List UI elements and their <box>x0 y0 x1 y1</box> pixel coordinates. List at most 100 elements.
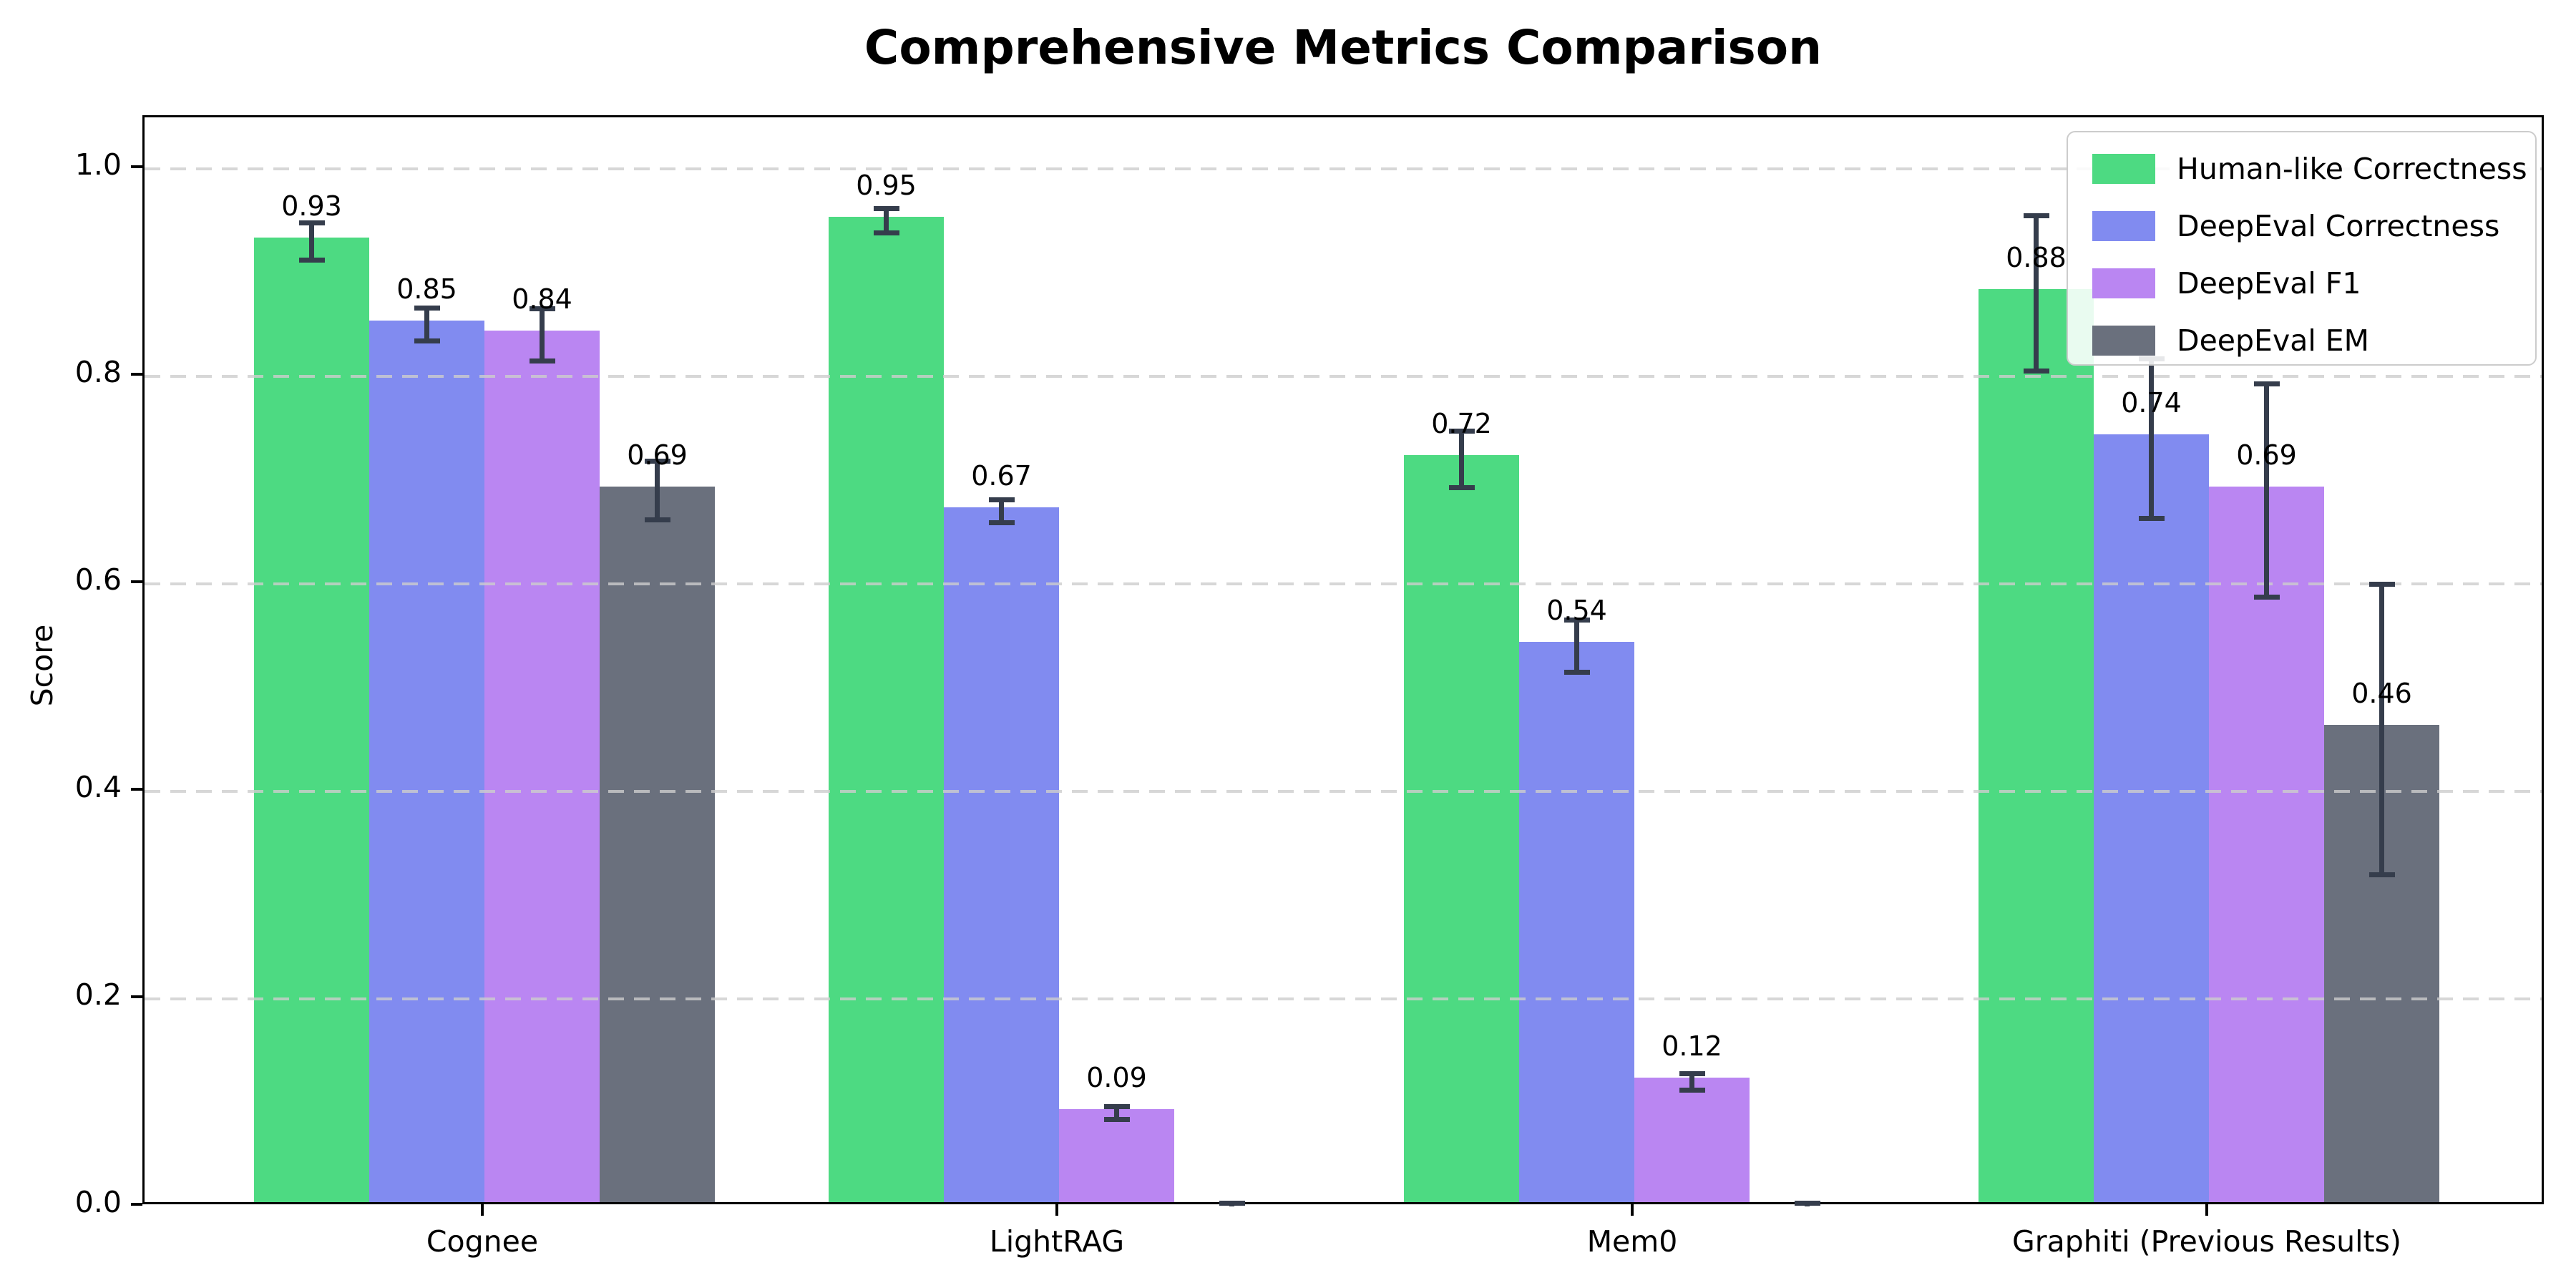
legend-swatch <box>2092 268 2155 298</box>
y-tick-label: 0.0 <box>74 1185 122 1219</box>
error-bar-cap-bottom <box>1103 1116 1130 1122</box>
x-tick-label: Cognee <box>426 1224 539 1259</box>
legend-item: DeepEval F1 <box>2068 256 2535 313</box>
error-bar-cap-bottom <box>1679 1088 1705 1093</box>
y-axis-tick <box>131 165 142 168</box>
error-bar-cap-bottom <box>2253 595 2280 600</box>
y-tick-label: 0.6 <box>74 562 122 597</box>
error-bar-cap-bottom <box>873 230 899 236</box>
error-bar-cap-top <box>1794 1201 1820 1206</box>
error-bar-cap-bottom <box>1448 484 1475 490</box>
error-bar <box>1689 1073 1694 1091</box>
bar-value-label: 0.09 <box>1086 1061 1147 1093</box>
legend-item: DeepEval Correctness <box>2068 199 2535 256</box>
chart-title: Comprehensive Metrics Comparison <box>864 20 1823 75</box>
error-bar <box>309 223 314 260</box>
x-axis-tick <box>1631 1204 1634 1216</box>
y-tick-label: 0.2 <box>74 977 122 1012</box>
y-axis-tick <box>131 995 142 998</box>
bar-value-label: 0.69 <box>2236 439 2297 471</box>
bar <box>2209 486 2324 1202</box>
y-tick-label: 0.4 <box>74 770 122 804</box>
error-bar-cap-top <box>1103 1104 1130 1110</box>
bar <box>944 507 1059 1202</box>
bar <box>1404 455 1519 1202</box>
error-bar-cap-top <box>1219 1201 1245 1206</box>
y-axis-tick <box>131 373 142 376</box>
error-bar-cap-top <box>414 305 440 311</box>
legend-swatch <box>2092 326 2155 356</box>
bar-value-label: 0.88 <box>2006 242 2067 273</box>
y-tick-label: 1.0 <box>74 147 122 182</box>
legend-label: DeepEval Correctness <box>2177 209 2500 243</box>
error-bar-cap-top <box>988 497 1015 503</box>
error-bar-cap-top <box>1448 429 1475 434</box>
y-axis-tick <box>131 580 142 583</box>
legend-swatch <box>2092 154 2155 184</box>
error-bar-cap-bottom <box>2138 516 2165 522</box>
x-tick-label: LightRAG <box>989 1224 1125 1259</box>
error-bar-cap-top <box>2253 381 2280 386</box>
y-gridline <box>145 790 2542 793</box>
error-bar-cap-top <box>529 306 555 312</box>
error-bar-cap-top <box>2023 213 2049 218</box>
bar <box>254 237 369 1202</box>
error-bar-cap-top <box>873 205 899 211</box>
y-gridline <box>145 167 2542 170</box>
y-axis-label: Score <box>25 624 59 707</box>
legend-swatch <box>2092 211 2155 241</box>
bar <box>829 216 944 1202</box>
bar-value-label: 0.67 <box>971 459 1032 492</box>
error-bar-cap-bottom <box>414 338 440 344</box>
bar <box>1519 642 1634 1202</box>
error-bar <box>540 308 545 361</box>
error-bar-cap-bottom <box>2023 369 2049 374</box>
error-bar-cap-bottom <box>988 519 1015 525</box>
legend-item: DeepEval EM <box>2068 313 2535 371</box>
bar-value-label: 0.69 <box>627 439 688 471</box>
legend: Human-like Correctness DeepEval Correctne… <box>2067 131 2537 366</box>
bar <box>2094 434 2209 1202</box>
x-axis-tick <box>1055 1204 1058 1216</box>
bar-value-label: 0.46 <box>2351 678 2412 709</box>
error-bar-cap-top <box>1563 618 1590 623</box>
bar <box>1979 289 2094 1202</box>
bar-value-label: 0.54 <box>1546 595 1607 626</box>
y-axis-tick <box>131 788 142 791</box>
error-bar-cap-bottom <box>529 358 555 364</box>
error-bar-cap-top <box>644 459 670 464</box>
error-bar-cap-bottom <box>1563 669 1590 675</box>
error-bar-cap-bottom <box>2368 872 2395 877</box>
bar-value-label: 0.74 <box>2121 387 2182 419</box>
bar <box>1634 1078 1750 1202</box>
bar <box>484 331 600 1202</box>
y-axis-tick <box>131 1203 142 1206</box>
legend-item: Human-like Correctness <box>2068 142 2535 199</box>
error-bar-cap-bottom <box>644 517 670 522</box>
error-bar <box>655 461 660 520</box>
error-bar <box>999 499 1004 523</box>
y-gridline <box>145 375 2542 378</box>
bar-value-label: 0.84 <box>512 283 572 315</box>
x-tick-label: Mem0 <box>1586 1224 1678 1259</box>
error-bar <box>1459 431 1464 488</box>
bar <box>600 486 715 1202</box>
bar-value-label: 0.95 <box>856 169 917 201</box>
error-bar-cap-top <box>2368 581 2395 587</box>
error-bar <box>884 208 889 233</box>
x-axis-tick <box>481 1204 484 1216</box>
x-axis-tick <box>2205 1204 2208 1216</box>
bar <box>1059 1108 1174 1202</box>
bar <box>369 320 484 1202</box>
error-bar <box>1114 1106 1119 1120</box>
bar-value-label: 0.12 <box>1662 1030 1722 1062</box>
error-bar <box>2149 358 2154 519</box>
bar-value-label: 0.72 <box>1431 408 1492 439</box>
y-gridline <box>145 997 2542 1000</box>
y-tick-label: 0.8 <box>74 355 122 389</box>
error-bar <box>1574 620 1579 673</box>
error-bar <box>2264 384 2269 597</box>
error-bar <box>424 308 429 341</box>
x-tick-label: Graphiti (Previous Results) <box>2012 1224 2401 1259</box>
